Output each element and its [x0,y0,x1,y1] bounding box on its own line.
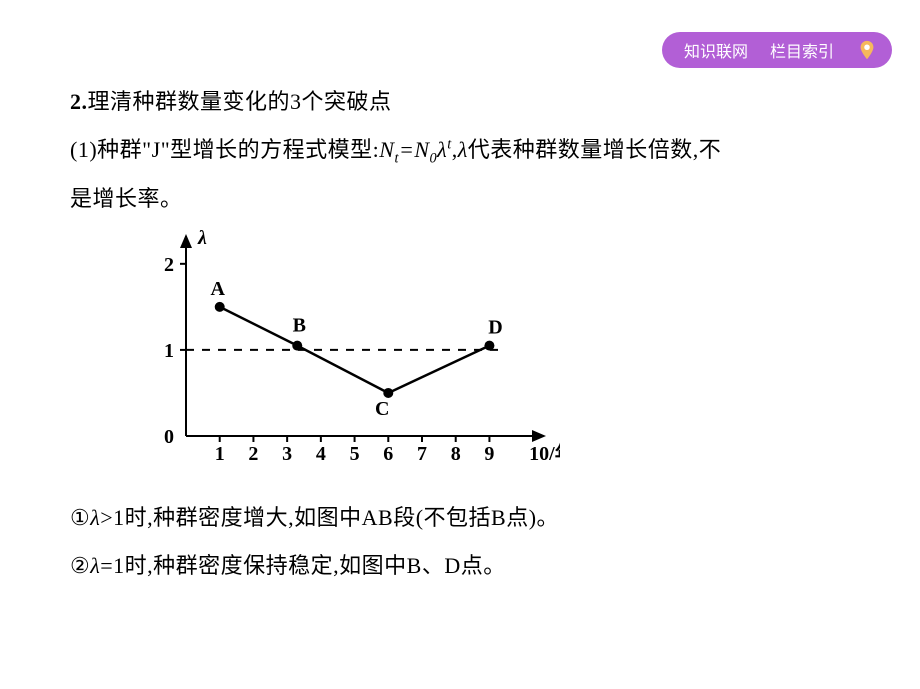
bullet2-text: =1时,种群密度保持稳定,如图中B、D点。 [100,553,505,578]
para1-tail1: 代表种群数量增长倍数,不 [468,137,722,162]
bullet1-text: >1时,种群密度增大,如图中AB段(不包括B点)。 [100,505,559,530]
svg-text:4: 4 [316,443,326,465]
svg-text:6: 6 [383,443,393,465]
svg-text:5: 5 [350,443,360,465]
bullet1-num: ① [70,505,90,530]
bullet1-lambda: λ [90,505,100,530]
svg-text:2: 2 [164,253,174,275]
svg-text:7: 7 [417,443,427,465]
svg-text:C: C [375,398,389,420]
heading-text: 理清种群数量变化的3个突破点 [88,89,392,114]
svg-text:λ: λ [197,227,207,249]
svg-text:0: 0 [164,426,174,448]
svg-text:1: 1 [164,340,174,362]
bullet2-num: ② [70,553,90,578]
chart-container: 0 1 2 1 2 3 4 5 6 7 8 9 λ 10/年 A B C D [140,220,850,470]
svg-text:8: 8 [451,443,461,465]
para1-prefix: (1)种群"J"型增长的方程式模型: [70,137,379,162]
para1-tail2: 是增长率。 [70,186,183,211]
content-region: 2.理清种群数量变化的3个突破点 (1)种群"J"型增长的方程式模型:Nt=N0… [70,78,850,590]
nav-item-index[interactable]: 栏目索引 [770,38,834,62]
nav-item-knowledge[interactable]: 知识联网 [684,38,748,62]
para1-line1: (1)种群"J"型增长的方程式模型:Nt=N0λt,λ代表种群数量增长倍数,不 [70,126,850,175]
eq-lambda: λ [437,137,447,162]
svg-text:D: D [488,316,502,338]
bullet-1: ①λ>1时,种群密度增大,如图中AB段(不包括B点)。 [70,494,850,542]
lambda-chart: 0 1 2 1 2 3 4 5 6 7 8 9 λ 10/年 A B C D [140,220,560,470]
eq-lambda2: λ [458,137,468,162]
eq-N: N [379,137,394,162]
bullet2-lambda: λ [90,553,100,578]
svg-text:3: 3 [282,443,292,465]
eq-eq: = [399,137,414,162]
para1-line2: 是增长率。 [70,175,850,223]
svg-text:1: 1 [215,443,225,465]
locator-icon [856,39,878,61]
svg-text:10/年: 10/年 [529,441,560,465]
bullet-2: ②λ=1时,种群密度保持稳定,如图中B、D点。 [70,542,850,590]
svg-text:9: 9 [484,443,494,465]
heading-number: 2. [70,89,88,114]
nav-pill: 知识联网 栏目索引 [662,32,892,68]
svg-text:A: A [210,277,225,299]
heading-line: 2.理清种群数量变化的3个突破点 [70,78,850,126]
svg-text:B: B [293,314,306,336]
eq-N0: N [414,137,429,162]
svg-text:2: 2 [248,443,258,465]
